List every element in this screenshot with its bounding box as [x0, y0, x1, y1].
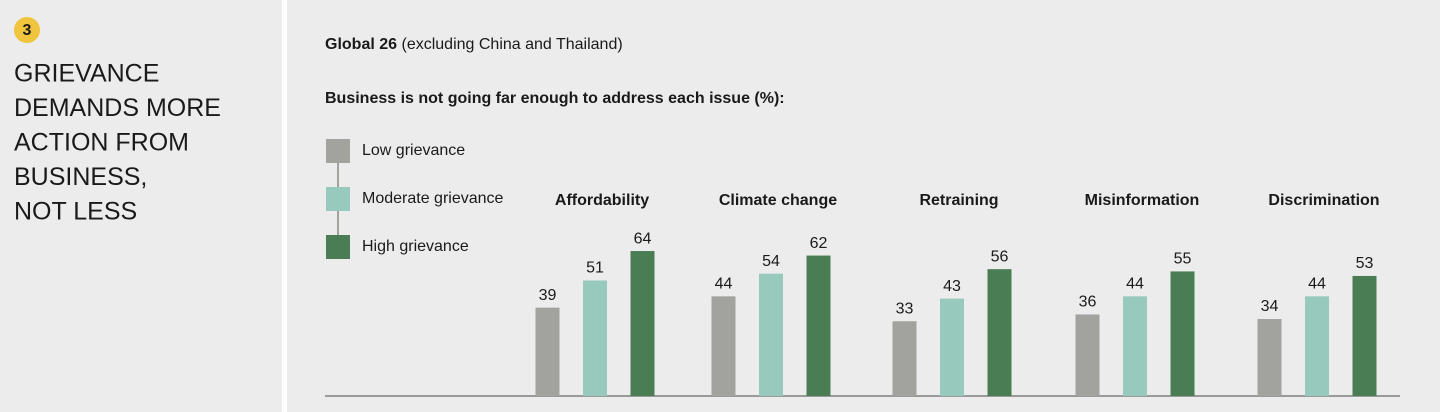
- bar: [630, 251, 655, 396]
- value-label: 51: [586, 260, 604, 277]
- bar: [892, 321, 917, 396]
- category-label: Discrimination: [1268, 192, 1379, 209]
- heading-line: DEMANDS MORE: [14, 94, 221, 122]
- legend-label: High grievance: [362, 238, 469, 255]
- legend-label: Low grievance: [362, 142, 465, 159]
- bar: [583, 280, 607, 396]
- value-label: 54: [762, 253, 780, 270]
- value-label: 64: [634, 230, 652, 247]
- title: Global 26: [325, 36, 397, 53]
- y-label: Business is not going far enough to addr…: [325, 90, 785, 107]
- bar: [940, 298, 964, 396]
- bar: [806, 255, 831, 396]
- bar: [535, 307, 560, 396]
- value-label: 53: [1356, 255, 1374, 272]
- value-label: 33: [896, 300, 914, 317]
- bar: [987, 269, 1012, 396]
- category-label: Climate change: [719, 192, 837, 209]
- bar: [1257, 318, 1282, 396]
- value-label: 39: [539, 287, 557, 304]
- value-label: 34: [1261, 298, 1279, 315]
- chart-title: Global 26 (excluding China and Thailand): [325, 36, 623, 53]
- value-label: 36: [1079, 294, 1097, 311]
- value-label: 44: [1308, 276, 1326, 293]
- value-label: 43: [943, 278, 961, 295]
- bar: [1123, 296, 1147, 396]
- heading-line: BUSINESS,: [14, 163, 147, 191]
- divider: [282, 0, 287, 412]
- heading: GRIEVANCE DEMANDS MORE ACTION FROM BUSINESS…: [14, 60, 221, 226]
- bar: [1305, 296, 1329, 396]
- badge: [14, 17, 40, 43]
- subtitle: (excluding China and Thailand): [401, 36, 622, 53]
- value-label: 44: [715, 276, 733, 293]
- legend-swatch: [326, 139, 350, 163]
- category-label: Misinformation: [1085, 192, 1200, 209]
- category-label: Affordability: [555, 192, 649, 209]
- bar: [1170, 271, 1195, 396]
- heading-line: NOT LESS: [14, 198, 137, 226]
- bar: [1075, 314, 1100, 396]
- category-label: Retraining: [919, 192, 998, 209]
- value-label: 44: [1126, 276, 1144, 293]
- heading-line: ACTION FROM: [14, 129, 189, 157]
- badge-number: 3: [23, 22, 32, 39]
- bar: [759, 273, 783, 396]
- legend-swatch: [326, 187, 350, 211]
- heading-line: GRIEVANCE: [14, 60, 159, 88]
- legend-swatch: [326, 235, 350, 259]
- legend-label: Moderate grievance: [362, 190, 504, 207]
- value-label: 55: [1174, 251, 1192, 268]
- bar: [711, 296, 736, 396]
- bar: [1352, 275, 1377, 396]
- value-label: 56: [991, 248, 1009, 265]
- value-label: 62: [810, 235, 828, 252]
